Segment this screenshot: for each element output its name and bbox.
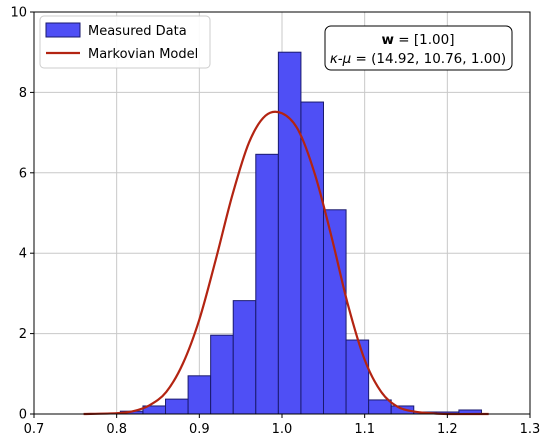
annotation-box (324, 25, 513, 71)
x-axis-ticks: 0.7 0.8 0.9 1.0 1.1 1.2 1.3 (24, 414, 541, 437)
y-tick-label-2: 4 (19, 247, 27, 262)
histogram-bar-10 (345, 339, 370, 415)
histogram-bar-5 (232, 300, 257, 415)
weight-label: w = [1.00] (382, 32, 455, 48)
model-curve-group (83, 110, 489, 416)
histogram-bar-6 (255, 153, 279, 415)
x-tick-label-6: 1.3 (520, 422, 541, 437)
histogram-bar-8 (300, 101, 324, 415)
histogram-bar-11 (368, 399, 392, 415)
y-tick-label-5: 10 (10, 6, 27, 21)
x-tick-label-0: 0.7 (24, 422, 45, 437)
weight-symbol: w (382, 32, 394, 48)
bars-group (119, 51, 482, 415)
y-axis-ticks: 0 2 4 6 8 10 (10, 6, 34, 423)
kappa-mu-symbol: κ-μ (330, 51, 351, 67)
kappa-mu-value: = (14.92, 10.76, 1.00) (351, 51, 506, 67)
weight-value: = [1.00] (394, 32, 455, 48)
histogram-bar-9 (322, 209, 347, 415)
y-tick-label-1: 2 (19, 327, 27, 342)
x-tick-label-3: 1.0 (272, 422, 293, 437)
histogram-bar-4 (210, 334, 234, 415)
x-tick-label-1: 0.8 (106, 422, 127, 437)
histogram-bar-3 (187, 375, 212, 415)
y-tick-label-4: 8 (19, 86, 27, 101)
legend-label-markovian-model: Markovian Model (88, 47, 198, 62)
markovian-model-curve (83, 110, 489, 416)
y-tick-label-0: 0 (19, 408, 27, 423)
x-tick-label-4: 1.1 (354, 422, 375, 437)
legend-box (39, 15, 211, 69)
parameter-annotation: w = [1.00] κ-μ = (14.92, 10.76, 1.00) (324, 25, 513, 71)
x-tick-label-2: 0.9 (189, 422, 210, 437)
histogram-bar-7 (277, 51, 302, 415)
legend-swatch-measured-data (45, 22, 81, 38)
y-tick-label-3: 6 (19, 166, 27, 181)
legend: Measured Data Markovian Model (39, 15, 211, 69)
histogram-bar-2 (165, 398, 189, 415)
legend-label-measured-data: Measured Data (88, 24, 187, 39)
kappa-mu-label: κ-μ = (14.92, 10.76, 1.00) (330, 51, 506, 67)
x-tick-label-5: 1.2 (437, 422, 458, 437)
